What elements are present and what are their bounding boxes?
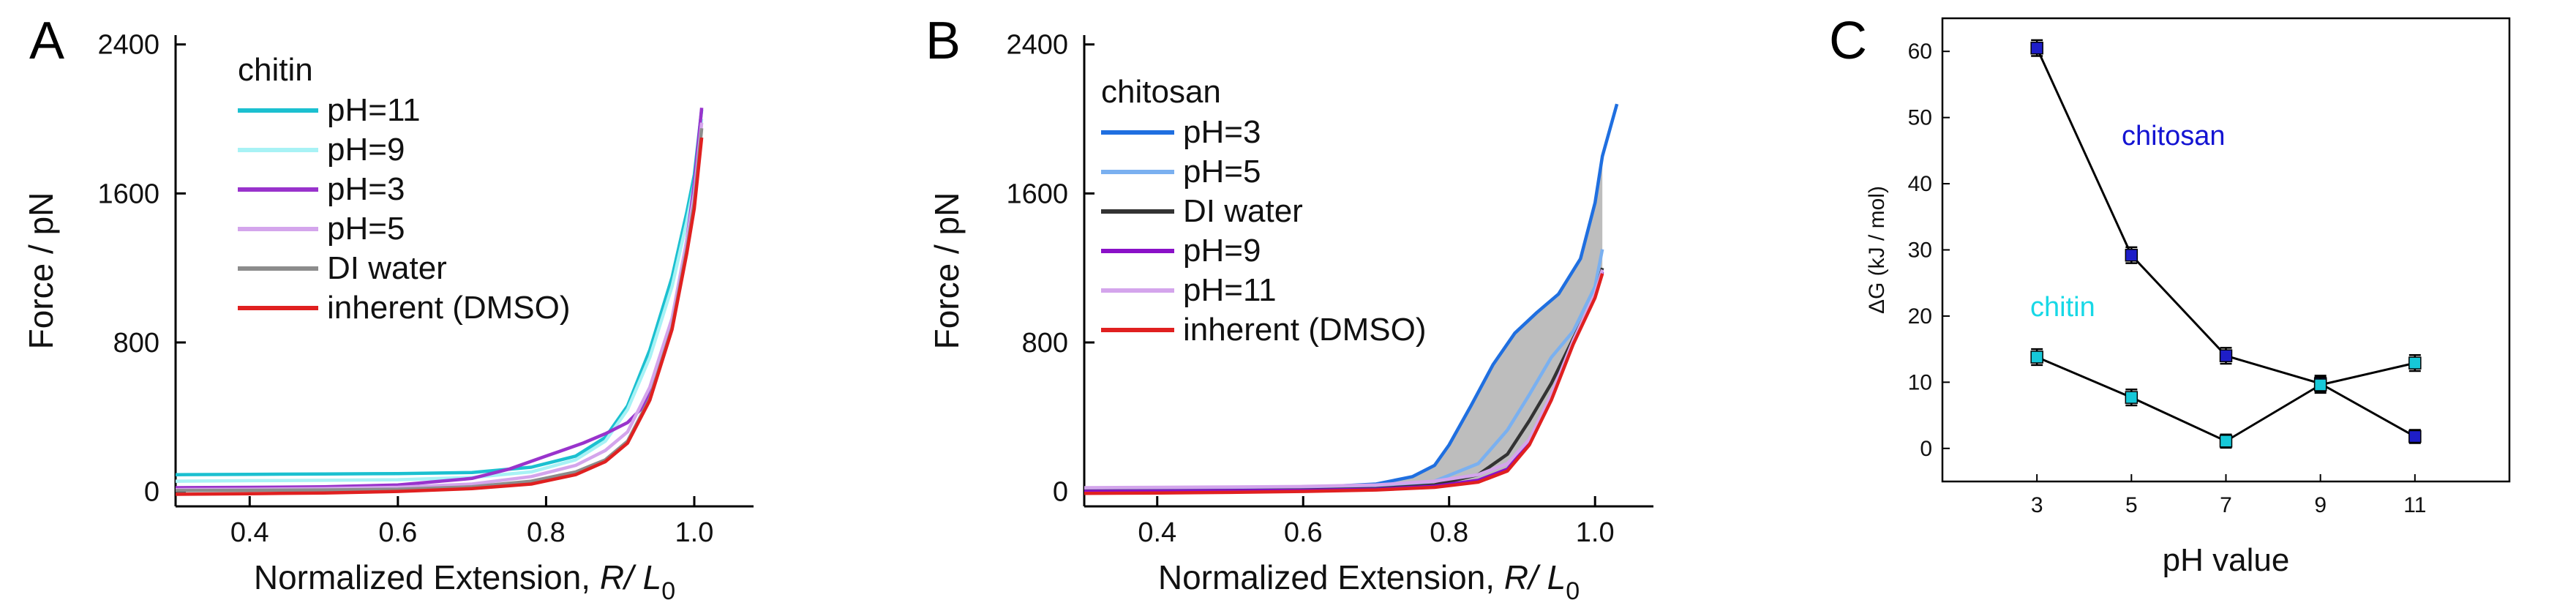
- panel-a-series-inherent-dmso: [175, 137, 704, 496]
- panel-b-legend-label: pH=5: [1183, 154, 1261, 190]
- panel-c-ytick-label: 50: [1908, 106, 1932, 130]
- panel-c-chitin-point: [2030, 351, 2043, 364]
- panel-b-legend-label: pH=9: [1183, 233, 1261, 269]
- panel-a-legend-label: pH=5: [327, 211, 405, 247]
- panel-b-xtick-label: 0.4: [1138, 517, 1176, 548]
- panel-c-chitosan-label: chitosan: [2122, 121, 2226, 151]
- panel-b-letter: B: [925, 12, 961, 70]
- panel-c-ytick-label: 60: [1908, 40, 1932, 64]
- panel-a-legend-title: chitin: [238, 52, 313, 88]
- panel-a-series-ph-9: [175, 119, 704, 483]
- panel-a-ytick-label: 2400: [97, 30, 159, 61]
- panel-a-series-ph-11: [175, 109, 704, 476]
- panel-a-xtick-label: 0.6: [378, 517, 417, 548]
- panel-b-ytick-label: 800: [1022, 328, 1068, 359]
- panel-c-chitosan-point: [2030, 41, 2043, 55]
- panel-b-legend: chitosan pH=3 pH=5DI water pH=9pH=11 inheren…: [1101, 74, 1427, 348]
- panel-b-xtick-label: 1.0: [1576, 517, 1615, 548]
- panel-b-legend-title: chitosan: [1101, 74, 1221, 110]
- panel-b-legend-label: pH=3: [1183, 114, 1261, 150]
- panel-b-ytick-label: 2400: [1006, 30, 1068, 61]
- panel-a-plot: 0 800 1600 2400 0.4 0.6 0.8 1.0 Force / pN Normal…: [22, 30, 754, 605]
- panel-a-ytick-label: 1600: [97, 179, 159, 209]
- panel-c-frame: [1941, 17, 2511, 483]
- panel-c-chitin-label: chitin: [2030, 292, 2095, 323]
- panel-a-legend: chitin pH=11 pH=9pH=3 pH=5DI water inherent …: [238, 52, 571, 326]
- panel-c-xtick-label: 3: [2031, 493, 2043, 517]
- panel-c-chitosan-point: [2219, 349, 2233, 362]
- panel-c-ytick-label: 0: [1920, 437, 1932, 461]
- panel-b-x-axis-title: Normalized Extension, R/ L0: [1158, 558, 1580, 605]
- panel-c-ytick-label: 30: [1908, 239, 1932, 263]
- panel-b-legend-label: inherent (DMSO): [1183, 312, 1427, 348]
- panel-b-series-inherent-dmso: [1084, 273, 1604, 495]
- panel-c-series-chitosan-line: [2035, 48, 2416, 438]
- panel-c-ytick-label: 10: [1908, 370, 1932, 394]
- panel-c-xtick-label: 9: [2314, 493, 2327, 517]
- panel-c-chitin-point: [2408, 356, 2422, 370]
- panel-b-xtick-label: 0.6: [1284, 517, 1323, 548]
- panel-b-xtick-label: 0.8: [1430, 517, 1468, 548]
- panel-c-xtick-label: 5: [2125, 493, 2138, 517]
- panel-b-legend-label: pH=11: [1183, 272, 1277, 308]
- panel-c: C 0 10 20 30 40 50 60 3 5 7 9 11 ΔG (kJ / mol) pH val…: [1829, 12, 2511, 578]
- panel-c-xtick-label: 11: [2403, 493, 2426, 517]
- panel-c-series-chitin-line: [2036, 356, 2416, 443]
- panel-a-xtick-label: 1.0: [675, 517, 714, 548]
- panel-b-plot: 0 800 1600 2400 0.4 0.6 0.8 1.0 Force / pN Normal…: [928, 30, 1653, 605]
- panel-c-chitin-point: [2125, 391, 2138, 404]
- panel-a-ytick-label: 0: [144, 477, 159, 508]
- panel-b-legend-label: DI water: [1183, 193, 1303, 229]
- panel-a-letter: A: [29, 12, 64, 70]
- panel-c-ytick-label: 40: [1908, 172, 1932, 196]
- panel-c-letter: C: [1829, 12, 1867, 70]
- panel-a: A 0 800 1600 2400 0.4 0.6 0.8 1.0 Force / pN Norm…: [22, 12, 754, 605]
- panel-a-legend-label: pH=11: [327, 92, 421, 128]
- panel-c-plot: 0 10 20 30 40 50 60 3 5 7 9 11 ΔG (kJ / mol) pH value…: [1865, 17, 2511, 578]
- panel-c-chitin-point: [2219, 435, 2233, 448]
- panel-c-ytick-label: 20: [1908, 304, 1932, 329]
- panel-c-chitosan-point: [2125, 248, 2138, 262]
- panel-a-ytick-label: 800: [113, 328, 159, 359]
- panel-a-legend-label: inherent (DMSO): [327, 290, 571, 326]
- panel-b-ytick-label: 0: [1053, 477, 1068, 508]
- panel-a-xtick-label: 0.8: [527, 517, 566, 548]
- panel-a-y-axis-title: Force / pN: [22, 192, 60, 350]
- panel-a-xtick-label: 0.4: [230, 517, 269, 548]
- panel-a-x-axis-title: Normalized Extension, R/ L0: [254, 558, 675, 605]
- panel-c-y-axis-title: ΔG (kJ / mol): [1865, 186, 1889, 314]
- panel-b: B 0 800 1600 2400 0.4 0.6 0.8 1.0 Force / pN Norm…: [925, 12, 1653, 605]
- panel-c-xtick-label: 7: [2220, 493, 2232, 517]
- panel-c-chitosan-point: [2408, 430, 2422, 443]
- panel-c-x-axis-title: pH value: [2163, 542, 2290, 578]
- panel-b-y-axis-title: Force / pN: [928, 192, 966, 350]
- panel-b-shaded-region: [1390, 156, 1603, 490]
- panel-b-ytick-label: 1600: [1006, 179, 1068, 209]
- panel-a-legend-label: DI water: [327, 250, 447, 286]
- panel-a-legend-label: pH=9: [327, 132, 405, 168]
- panel-a-legend-label: pH=3: [327, 171, 405, 207]
- panel-c-chitin-point: [2313, 378, 2327, 391]
